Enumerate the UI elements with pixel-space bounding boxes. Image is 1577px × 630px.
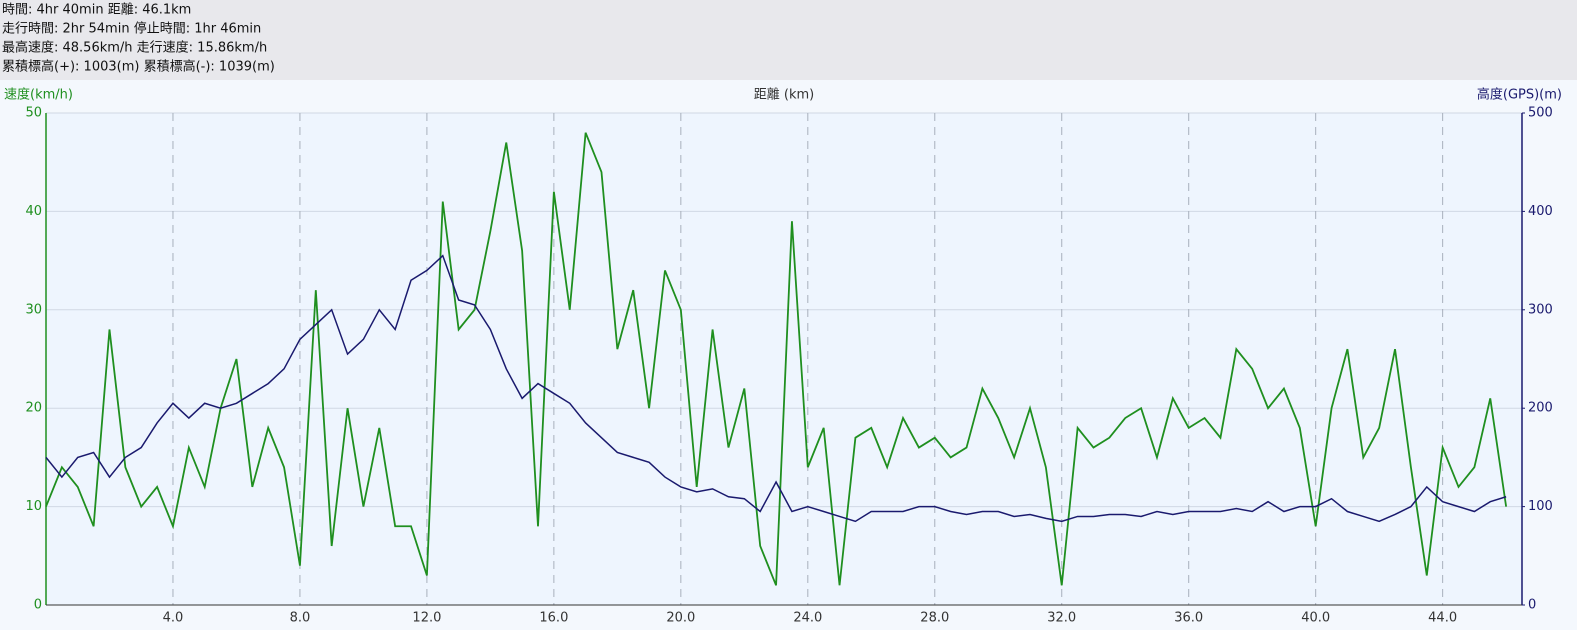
x-tick-label: 8.0 — [290, 611, 311, 626]
header-bg — [0, 0, 1577, 80]
y-tick-label: 10 — [25, 499, 42, 514]
y2-tick-label: 300 — [1528, 302, 1553, 317]
x-tick-label: 16.0 — [539, 611, 568, 626]
y-tick-label: 30 — [25, 302, 42, 317]
y-tick-label: 20 — [25, 401, 42, 416]
header-line: 走行時間: 2hr 54min 停止時間: 1hr 46min — [2, 21, 261, 37]
x-axis-label: 距離 (km) — [754, 88, 814, 103]
header-line: 時間: 4hr 40min 距離: 46.1km — [2, 3, 191, 18]
series-line — [45, 132, 1508, 586]
x-tick-label: 12.0 — [412, 611, 441, 626]
x-tick-label: 4.0 — [163, 611, 184, 626]
y2-tick-label: 500 — [1528, 106, 1553, 121]
y2-tick-label: 0 — [1528, 598, 1536, 613]
plot-bg — [46, 113, 1522, 605]
x-tick-label: 44.0 — [1428, 611, 1457, 626]
y-tick-label: 40 — [25, 204, 42, 219]
x-tick-label: 36.0 — [1174, 611, 1203, 626]
x-tick-label: 24.0 — [793, 611, 822, 626]
y2-tick-label: 400 — [1528, 204, 1553, 219]
y2-tick-label: 200 — [1528, 401, 1553, 416]
y-axis-label: 速度(km/h) — [4, 87, 73, 103]
x-tick-label: 20.0 — [666, 611, 695, 626]
y-tick-label: 0 — [34, 598, 42, 613]
header-line: 最高速度: 48.56km/h 走行速度: 15.86km/h — [2, 40, 267, 56]
x-tick-label: 28.0 — [920, 611, 949, 626]
y2-tick-label: 100 — [1528, 499, 1553, 514]
y-tick-label: 50 — [25, 106, 42, 121]
x-tick-label: 32.0 — [1047, 611, 1076, 626]
header-line: 累積標高(+): 1003(m) 累積標高(-): 1039(m) — [2, 59, 275, 75]
x-tick-label: 40.0 — [1301, 611, 1330, 626]
series-line — [45, 254, 1507, 523]
y2-axis-label: 高度(GPS)(m) — [1477, 87, 1562, 103]
